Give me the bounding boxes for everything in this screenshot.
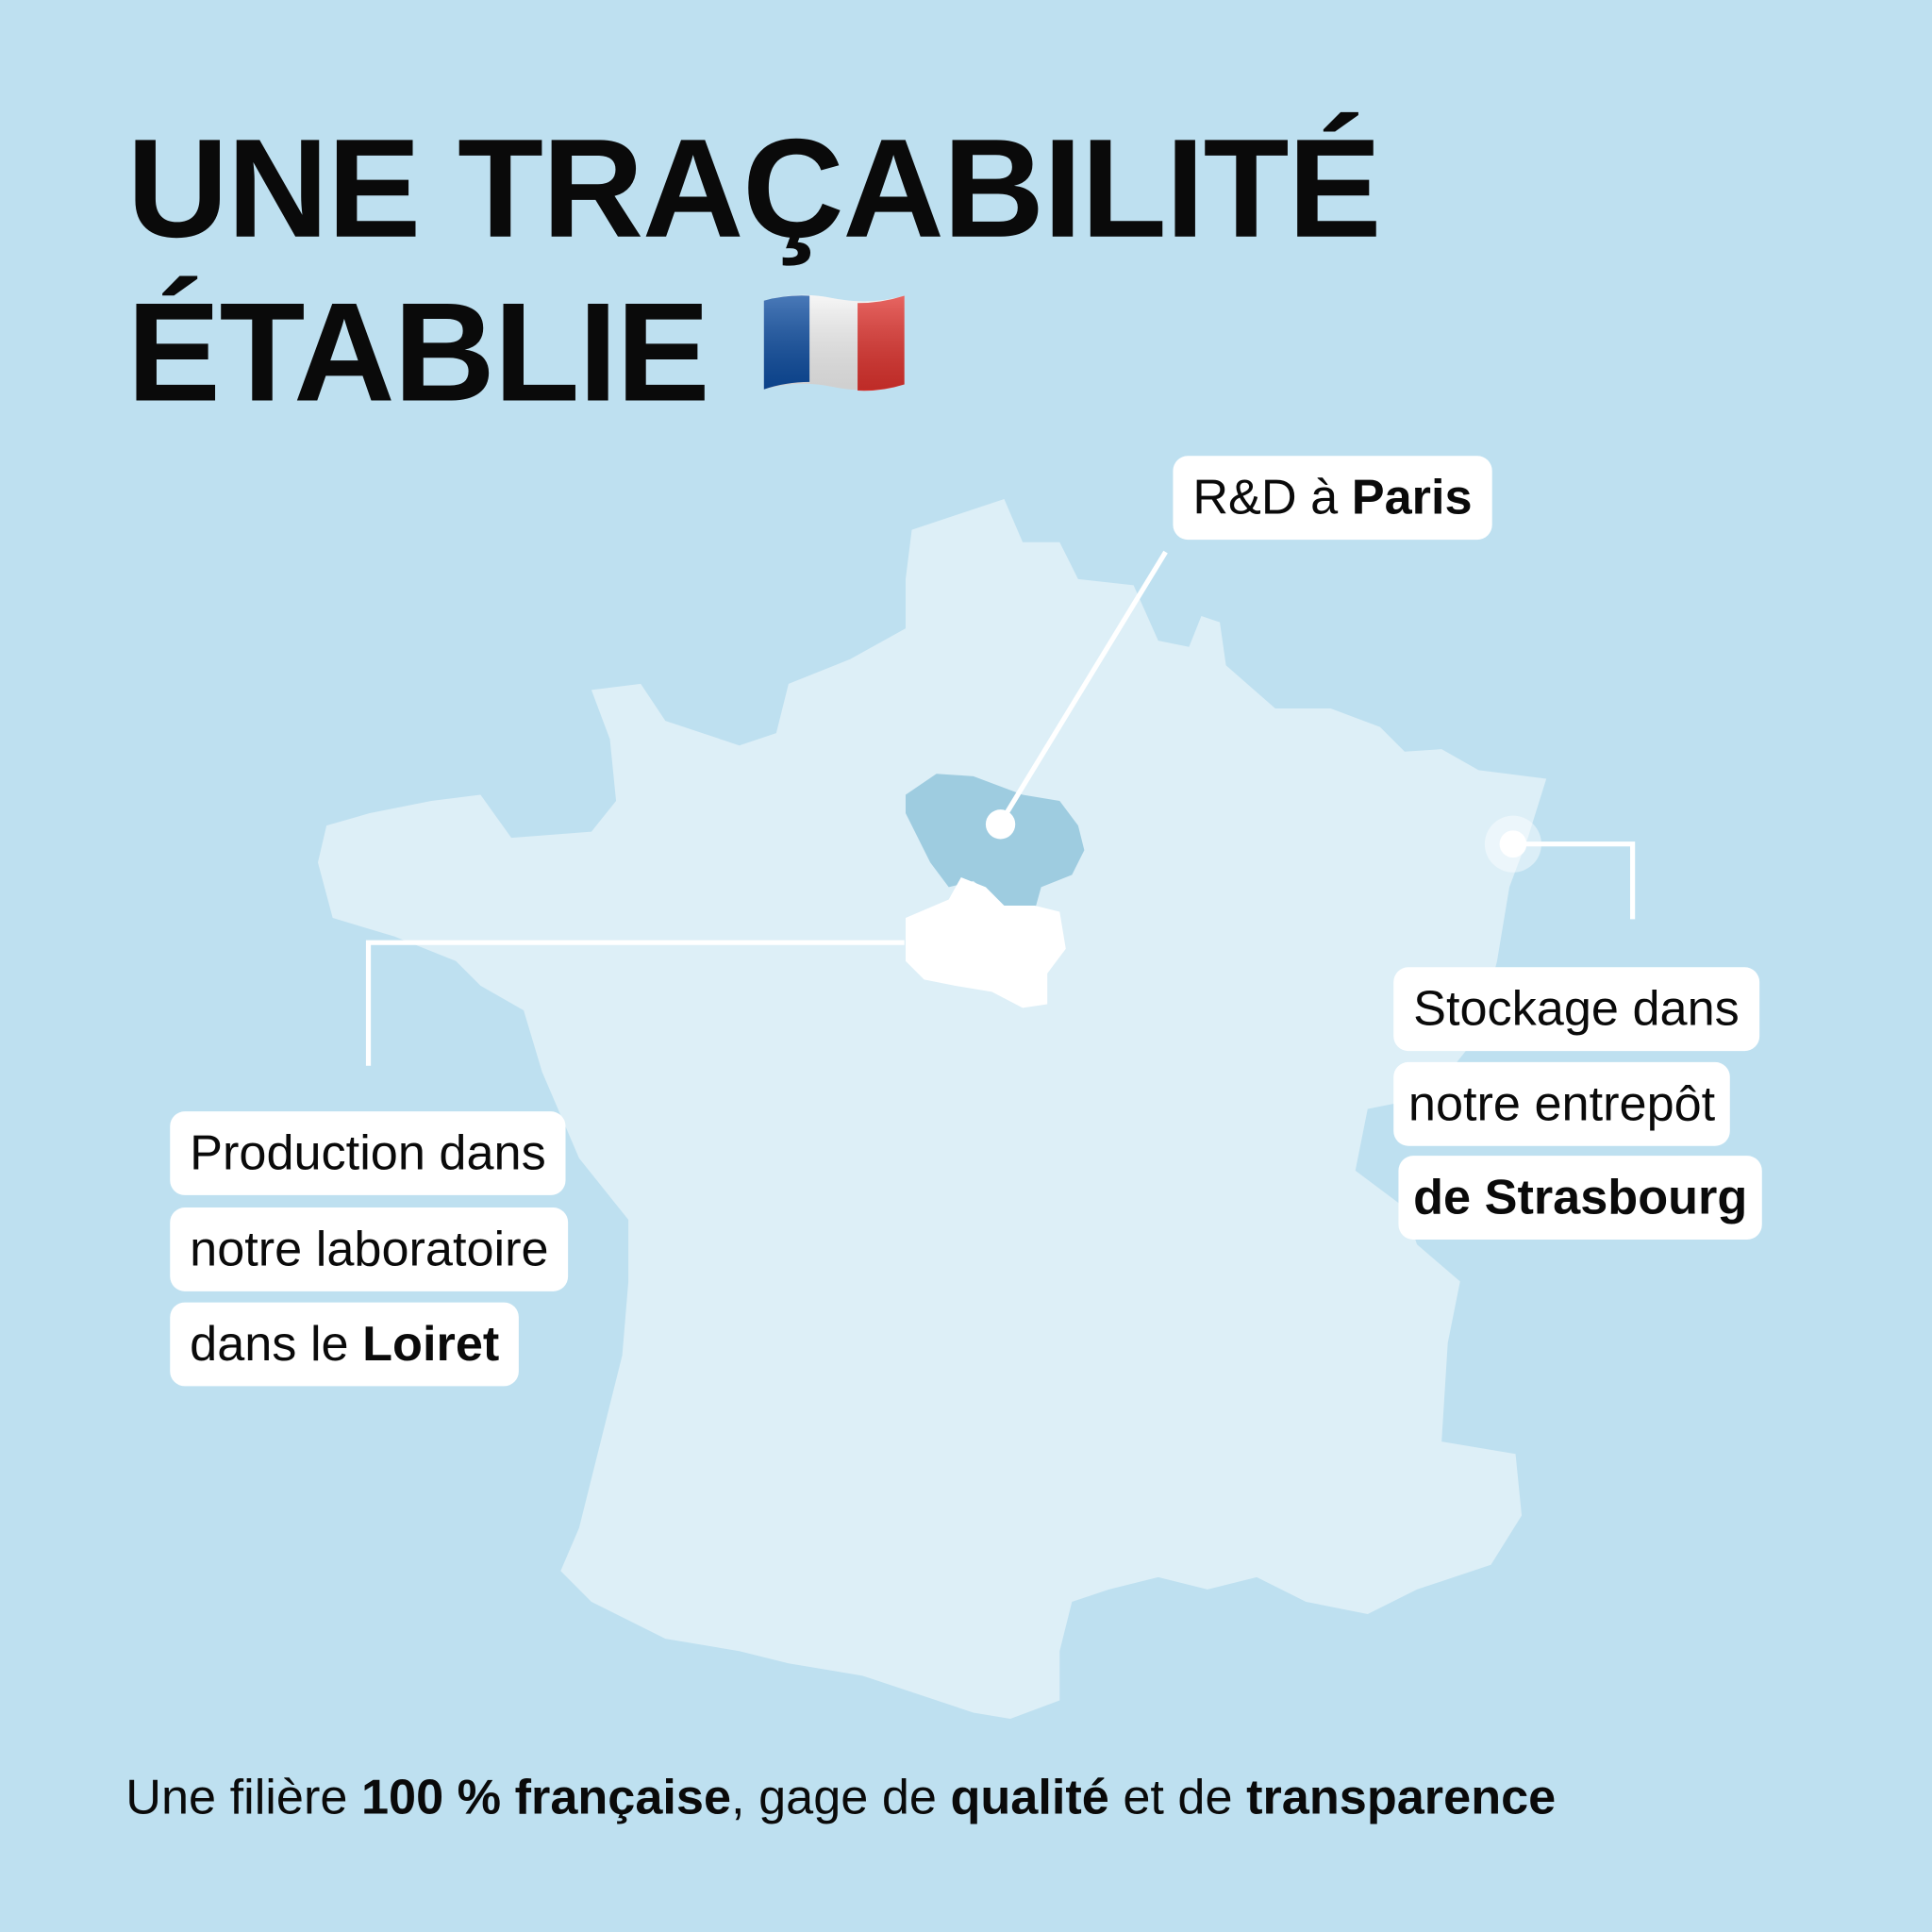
footer-bold: 100 % française	[360, 1770, 732, 1825]
paris-label-text: R&D à	[1192, 470, 1352, 525]
paris-connector	[998, 550, 1168, 824]
footer-tagline: Une filière 100 % française, gage de qua…	[125, 1771, 1556, 1826]
loiret-label-text: dans le	[190, 1317, 363, 1372]
paris-label-bold: Paris	[1351, 470, 1473, 525]
loiret-label-line-2: notre laboratoire	[170, 1207, 569, 1291]
title-line-2: ÉTABLIE	[126, 275, 710, 432]
paris-label: R&D à Paris	[1173, 456, 1492, 541]
strasbourg-marker	[1499, 830, 1527, 858]
loiret-label-line-1: Production dans	[170, 1111, 566, 1195]
france-flag-icon	[763, 294, 905, 391]
footer-text: et de	[1108, 1770, 1247, 1825]
loiret-connector	[365, 940, 905, 1066]
strasbourg-label-line-1: Stockage dans	[1393, 967, 1759, 1052]
loiret-region	[905, 876, 1066, 1008]
title-line-1: UNE TRAÇABILITÉ	[126, 110, 1382, 268]
paris-marker	[985, 809, 1016, 840]
loiret-label-line-3: dans le Loiret	[170, 1302, 520, 1387]
footer-bold: qualité	[950, 1770, 1109, 1825]
footer-bold: transparence	[1246, 1770, 1557, 1825]
footer-text: Une filière	[125, 1770, 361, 1825]
strasbourg-label-line-3: de Strasbourg	[1398, 1156, 1762, 1240]
footer-text: , gage de	[731, 1770, 951, 1825]
france-land	[317, 498, 1547, 1720]
ile-de-france-region	[905, 774, 1085, 909]
loiret-label-bold: Loiret	[362, 1317, 500, 1372]
strasbourg-connector	[1524, 841, 1636, 920]
strasbourg-label-line-2: notre entrepôt	[1393, 1061, 1730, 1146]
